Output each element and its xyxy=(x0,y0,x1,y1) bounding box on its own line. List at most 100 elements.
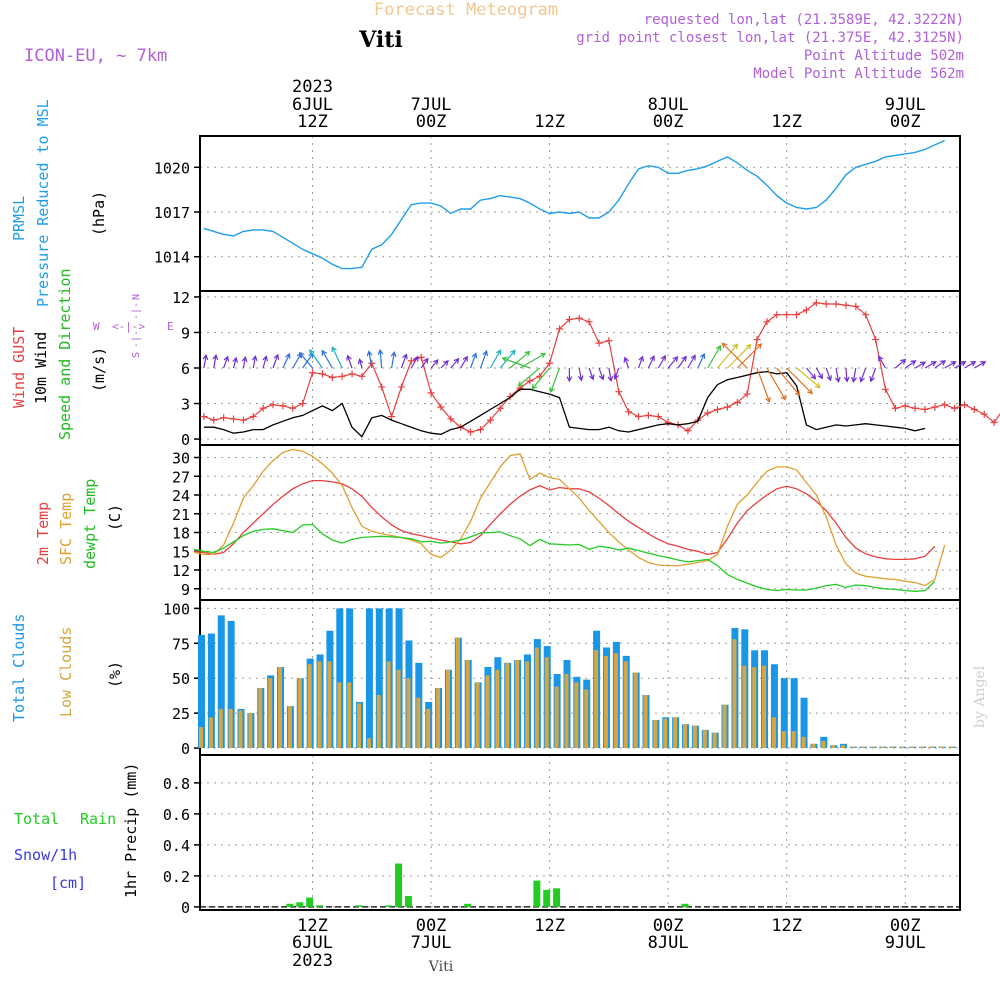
gust-point xyxy=(299,400,307,408)
gust-point xyxy=(635,413,643,421)
gust-point xyxy=(555,325,563,333)
gust-point xyxy=(328,373,336,381)
gust-point xyxy=(210,416,218,424)
ytick-label: 24 xyxy=(172,487,190,505)
wind-direction-arrow xyxy=(869,367,877,383)
low-cloud-bar xyxy=(554,686,559,749)
gust-point xyxy=(269,401,277,409)
wind-direction-arrow xyxy=(430,359,439,369)
gust-point xyxy=(723,403,731,411)
panel-labels: PRMSL Pressure Reduced to MSL (hPa) Wind… xyxy=(10,99,140,898)
label-speed-direction: Speed and Direction xyxy=(56,268,74,440)
wind-direction-arrow xyxy=(577,367,584,382)
low-cloud-bar xyxy=(929,746,934,749)
wind-direction-arrow xyxy=(298,351,313,369)
gust-point xyxy=(230,415,238,423)
low-cloud-bar xyxy=(505,662,510,749)
gust-point xyxy=(565,315,573,323)
low-cloud-bar xyxy=(307,664,312,749)
rain-bar xyxy=(355,905,363,907)
gust-point xyxy=(358,372,366,380)
low-cloud-bar xyxy=(426,708,431,749)
label-10m-wind: 10m Wind xyxy=(32,332,50,404)
wind-direction-arrow xyxy=(825,367,832,382)
wind-direction-arrow xyxy=(607,367,614,383)
low-cloud-bar xyxy=(939,746,944,749)
ytick-label: 75 xyxy=(172,635,190,653)
wind-direction-arrow xyxy=(549,367,561,394)
low-cloud-bar xyxy=(455,637,460,749)
ytick-label: 0.2 xyxy=(163,868,190,886)
location-title: Viti xyxy=(358,27,403,53)
gust-point xyxy=(605,337,613,345)
wind-direction-arrow xyxy=(309,348,323,369)
ytick-label: 1014 xyxy=(154,249,190,267)
panel-frame xyxy=(199,135,961,292)
label-ms: (m/s) xyxy=(90,347,108,392)
low-cloud-bar xyxy=(850,746,855,749)
low-cloud-bar xyxy=(564,674,569,749)
gust-point xyxy=(852,302,860,310)
low-cloud-bar xyxy=(515,660,520,749)
total-cloud-bar xyxy=(800,697,808,749)
point-altitude: Point Altitude 502m xyxy=(804,48,964,64)
top-hour-label: 12Z xyxy=(534,112,565,132)
gust-point xyxy=(338,372,346,380)
total-cloud-bar xyxy=(780,678,788,749)
gust-point xyxy=(793,311,801,319)
gust-point xyxy=(417,353,425,361)
bottom-hour-label: 00Z xyxy=(416,916,447,936)
label-celsius: (C) xyxy=(106,504,124,531)
gust-point xyxy=(832,300,840,308)
wind-direction-arrow xyxy=(262,355,268,369)
bottom-hour-label: 12Z xyxy=(534,916,565,936)
wind-direction-arrow xyxy=(251,354,258,369)
total-cloud-bar xyxy=(336,608,344,749)
ytick-label: 3 xyxy=(181,396,190,414)
low-cloud-bar xyxy=(910,746,915,749)
gust-point xyxy=(960,401,968,409)
compass-v-arrow-top: -|- xyxy=(131,302,142,320)
gust-point xyxy=(427,389,435,397)
gust-point xyxy=(239,416,247,424)
ytick-label: 0 xyxy=(181,899,190,917)
ytick-label: 1020 xyxy=(154,159,190,177)
low-cloud-bar xyxy=(673,717,678,749)
gust-point xyxy=(654,413,662,421)
total-cloud-bar xyxy=(207,633,215,749)
low-cloud-bar xyxy=(811,743,816,749)
top-hour-label: 00Z xyxy=(653,112,684,132)
chart-title: Forecast Meteogram xyxy=(374,0,558,20)
wind-direction-arrow xyxy=(460,355,468,369)
low-cloud-bar xyxy=(722,704,727,749)
gust-point xyxy=(911,404,919,412)
wind-direction-arrow xyxy=(736,343,763,369)
low-cloud-bar xyxy=(218,708,223,749)
panel-wind: 0 3 6 9 12 xyxy=(172,289,1000,449)
gust-point xyxy=(496,404,504,412)
wind-direction-arrow xyxy=(501,356,531,369)
gust-point xyxy=(842,301,850,309)
ytick-label: 9 xyxy=(181,324,190,342)
wind-direction-arrow xyxy=(566,368,573,383)
gust-point xyxy=(378,383,386,391)
rain-bar xyxy=(553,888,561,907)
wind-direction-arrow xyxy=(717,343,739,369)
gust-point xyxy=(476,426,484,434)
dewpt-temp-line xyxy=(193,523,936,592)
rain-bar xyxy=(306,897,314,907)
low-cloud-bar xyxy=(643,694,648,749)
panel-precip: 0 0.2 0.4 0.6 0.8 xyxy=(163,754,961,917)
label-snow: Snow/1h xyxy=(14,846,77,864)
gust-point xyxy=(526,377,534,385)
low-cloud-bar xyxy=(199,727,203,749)
wind-direction-arrow xyxy=(331,346,343,369)
wind-direction-arrow xyxy=(440,360,449,369)
low-cloud-bar xyxy=(544,657,549,749)
label-hpa: (hPa) xyxy=(90,191,108,236)
low-cloud-bar xyxy=(297,678,302,749)
label-dewpt-temp: dewpt Temp xyxy=(81,479,99,569)
low-cloud-bar xyxy=(238,710,243,749)
gust-point xyxy=(783,311,791,319)
